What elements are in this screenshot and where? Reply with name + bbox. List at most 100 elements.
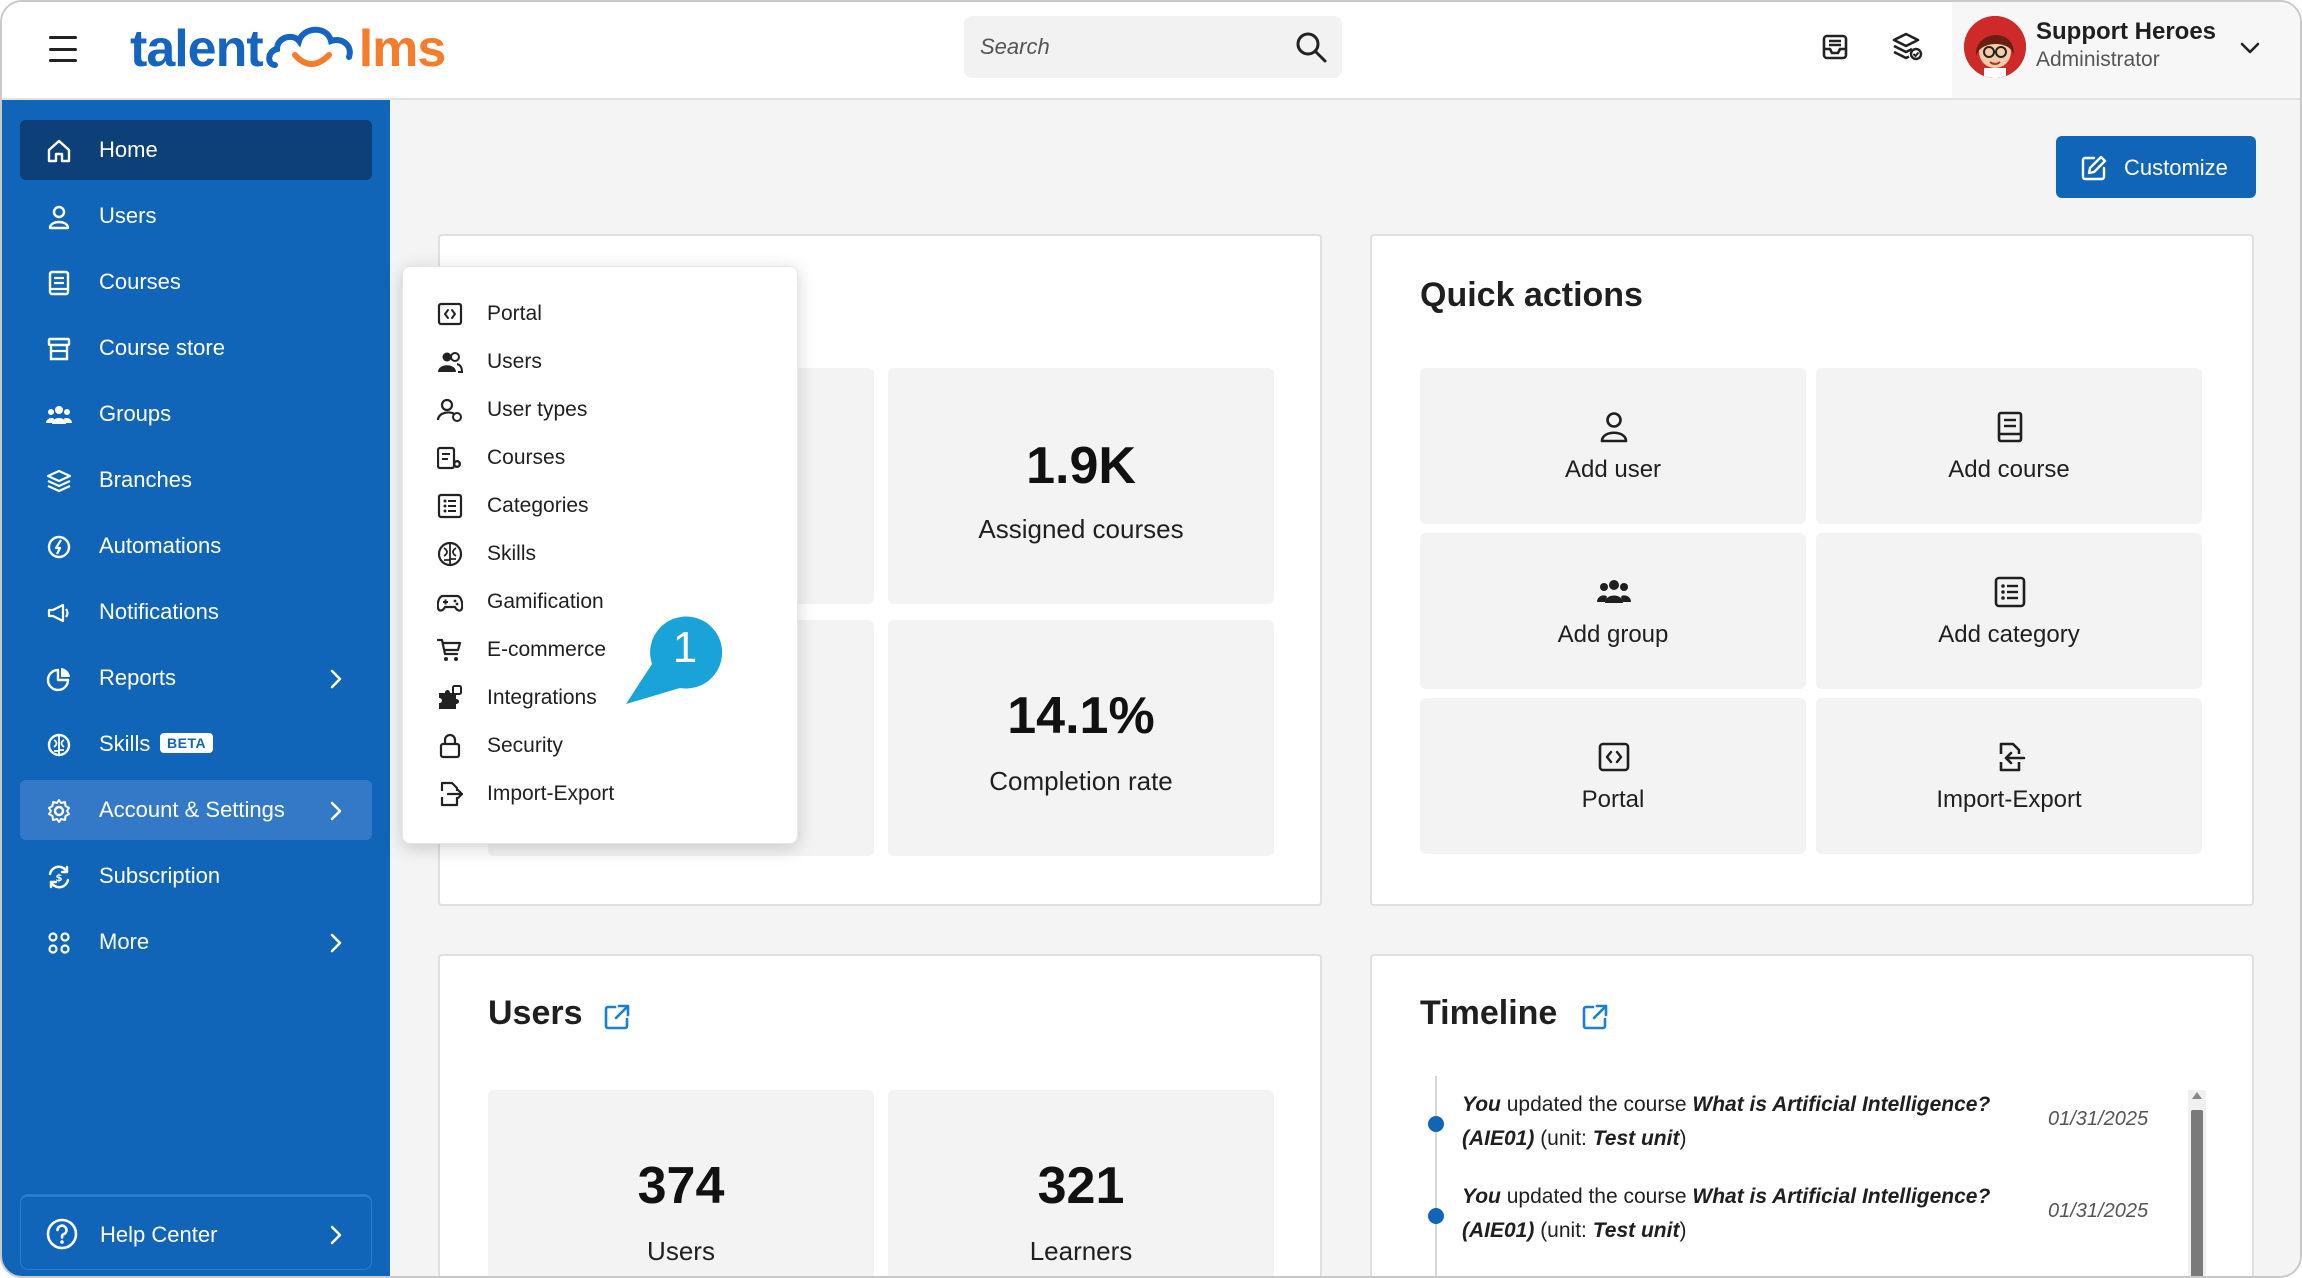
sidebar-item-label: Course store <box>99 335 225 360</box>
sidebar-item-more[interactable]: More <box>20 912 372 972</box>
stat-tile-users[interactable]: 374 Users <box>488 1090 874 1276</box>
messages-icon[interactable] <box>1818 30 1852 64</box>
sidebar-item-label: Home <box>99 137 158 162</box>
chevron-right-icon <box>330 801 342 821</box>
stat-label: Users <box>647 1236 715 1266</box>
timeline-unit-prefix: (unit: <box>1534 1219 1593 1242</box>
cloud-logo-icon <box>265 26 353 68</box>
search-input[interactable] <box>980 26 1270 68</box>
help-question-icon <box>46 1218 78 1250</box>
menu-item-categories[interactable]: Categories <box>403 483 799 527</box>
timeline-unit-link[interactable]: Test unit <box>1592 1127 1680 1150</box>
menu-item-users[interactable]: Users <box>403 339 799 383</box>
menu-item-label: Courses <box>487 446 566 469</box>
avatar <box>1964 16 2026 78</box>
menu-item-courses[interactable]: Courses <box>403 435 799 479</box>
sidebar-item-users[interactable]: Users <box>20 186 372 246</box>
menu-item-label: Skills <box>487 542 537 565</box>
groups-icon <box>46 406 72 424</box>
course-book-icon <box>48 270 70 296</box>
timeline-dot <box>1428 1208 1444 1224</box>
quick-action-label: Add course <box>1948 456 2070 483</box>
stat-tile-completion-rate[interactable]: 14.1% Completion rate <box>888 620 1274 856</box>
sidebar-item-label: Branches <box>99 467 192 492</box>
sidebar-item-label: Notifications <box>99 599 219 624</box>
timeline-entry: You updated the course What is Artificia… <box>1420 1168 2170 1276</box>
quick-action-add-user[interactable]: Add user <box>1420 368 1806 524</box>
sidebar-item-subscription[interactable]: $ Subscription <box>20 846 372 906</box>
timeline-title: Timeline <box>1420 994 1558 1032</box>
top-header: talent lms <box>2 2 2300 100</box>
sidebar-item-branches[interactable]: Branches <box>20 450 372 510</box>
stat-value: 374 <box>637 1157 725 1215</box>
menu-item-e-commerce[interactable]: E-commerce <box>403 627 799 671</box>
grid-dots-icon <box>48 932 70 954</box>
gear-icon <box>48 799 70 823</box>
menu-item-label: Portal <box>487 302 542 325</box>
quick-action-portal[interactable]: Portal <box>1420 698 1806 854</box>
scroll-up-arrow-icon[interactable] <box>2192 1092 2202 1099</box>
timeline-action: updated the course <box>1500 1093 1693 1116</box>
timeline-course-link[interactable]: What is Artificial Intelligence? <box>1692 1185 1991 1208</box>
quick-action-add-group[interactable]: Add group <box>1420 533 1806 689</box>
user-type-icon <box>437 398 462 422</box>
sidebar-item-label: Reports <box>99 665 177 690</box>
chevron-down-icon[interactable] <box>2238 36 2262 60</box>
menu-item-label: Categories <box>487 494 589 517</box>
customize-button[interactable]: Customize <box>2056 136 2256 198</box>
quick-action-import-export[interactable]: Import-Export <box>1816 698 2202 854</box>
stat-value: 321 <box>1037 1157 1125 1215</box>
import-export-icon <box>440 781 463 807</box>
menu-item-security[interactable]: Security <box>403 723 799 767</box>
external-link-icon[interactable] <box>602 1002 632 1032</box>
user-profile-menu[interactable]: Support Heroes Administrator <box>1952 2 2300 98</box>
timeline-dot <box>1428 1116 1444 1132</box>
quick-action-add-category[interactable]: Add category <box>1816 533 2202 689</box>
sidebar-item-account-settings[interactable]: Account & Settings <box>20 780 372 840</box>
users-panel: Users 374 Users 321 Learners <box>438 954 1322 1276</box>
external-link-icon[interactable] <box>1580 1002 1610 1032</box>
stat-tile-assigned-courses[interactable]: 1.9K Assigned courses <box>888 368 1274 604</box>
sidebar-item-groups[interactable]: Groups <box>20 384 372 444</box>
help-center-button[interactable]: Help Center <box>20 1194 372 1270</box>
sidebar-item-label: Courses <box>99 269 181 294</box>
timeline-course-link[interactable]: What is Artificial Intelligence? <box>1692 1093 1991 1116</box>
home-icon <box>47 139 71 163</box>
sidebar-item-label: Subscription <box>99 863 221 888</box>
category-list-icon <box>1994 576 2026 608</box>
callout-number: 1 <box>673 623 697 672</box>
sidebar-item-notifications[interactable]: Notifications <box>20 582 372 642</box>
stat-tile-learners[interactable]: 321 Learners <box>888 1090 1274 1276</box>
quick-action-add-course[interactable]: Add course <box>1816 368 2202 524</box>
timeline-unit-prefix: (unit: <box>1534 1127 1593 1150</box>
sidebar-item-skills[interactable]: Skills BETA <box>20 714 372 774</box>
menu-item-import-export[interactable]: Import-Export <box>403 771 799 815</box>
svg-text:$: $ <box>56 873 63 884</box>
menu-item-gamification[interactable]: Gamification <box>403 579 799 623</box>
talentlms-logo[interactable]: talent lms <box>130 16 446 82</box>
sidebar-item-courses[interactable]: Courses <box>20 252 372 312</box>
scrollbar-thumb[interactable] <box>2191 1110 2203 1276</box>
menu-item-skills[interactable]: Skills <box>403 531 799 575</box>
sidebar: Home Users Courses Course store Groups B… <box>2 100 390 1276</box>
search-icon[interactable] <box>1294 30 1328 64</box>
menu-item-label: E-commerce <box>487 638 607 661</box>
menu-item-integrations[interactable]: Integrations <box>403 675 799 719</box>
sidebar-item-label: Automations <box>99 533 222 558</box>
menu-item-portal[interactable]: Portal <box>403 291 799 335</box>
hamburger-menu-icon[interactable] <box>46 32 80 66</box>
branches-switch-icon[interactable] <box>1890 30 1924 64</box>
menu-item-user-types[interactable]: User types <box>403 387 799 431</box>
quick-actions-panel: Quick actions Add user Add course Add gr… <box>1370 234 2254 906</box>
sidebar-item-automations[interactable]: Automations <box>20 516 372 576</box>
sidebar-item-label: Groups <box>99 401 172 426</box>
users-icon <box>438 352 463 373</box>
menu-item-label: Import-Export <box>487 782 615 805</box>
timeline-unit-link[interactable]: Test unit <box>1592 1219 1680 1242</box>
sidebar-item-reports[interactable]: Reports <box>20 648 372 708</box>
automation-icon <box>47 535 71 559</box>
timeline-scrollbar[interactable] <box>2188 1090 2206 1276</box>
timeline-actor: You <box>1462 1093 1501 1116</box>
sidebar-item-course-store[interactable]: Course store <box>20 318 372 378</box>
sidebar-item-home[interactable]: Home <box>20 120 372 180</box>
